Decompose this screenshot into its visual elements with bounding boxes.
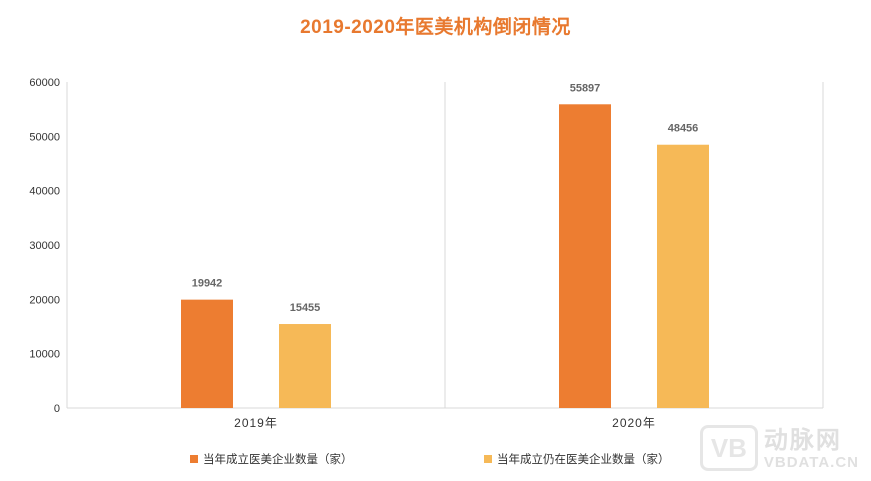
bars xyxy=(181,104,709,408)
x-tick-label: 2019年 xyxy=(234,416,278,430)
legend-swatch-2 xyxy=(484,455,492,463)
y-tick-label: 50000 xyxy=(29,131,60,143)
watermark-name-en: VBDATA.CN xyxy=(763,454,859,471)
labels: 2019年 19942 15455 2020年 55897 48456 xyxy=(192,82,699,430)
data-label: 48456 xyxy=(668,123,699,135)
watermark-logo: VB xyxy=(699,425,758,471)
bar xyxy=(559,104,611,408)
legend-label-1: 当年成立医美企业数量（家） xyxy=(203,454,353,466)
watermark-text: 动脉网 VBDATA.CN xyxy=(763,427,859,472)
x-tick-label: 2020年 xyxy=(612,416,656,430)
bar xyxy=(181,299,233,408)
watermark-name-cn: 动脉网 xyxy=(763,427,842,454)
y-tick-label: 30000 xyxy=(29,240,60,252)
axes: 0 10000 20000 30000 40000 50000 60000 xyxy=(29,77,824,415)
legend-item-1: 当年成立医美企业数量（家） xyxy=(190,451,353,467)
bar xyxy=(657,144,709,408)
watermark: VB 动脉网 VBDATA.CN xyxy=(699,425,859,472)
y-tick-label: 10000 xyxy=(29,349,60,361)
chart-title: 2019-2020年医美机构倒闭情况 xyxy=(300,17,571,38)
y-tick-label: 40000 xyxy=(29,186,60,198)
legend-swatch-1 xyxy=(190,455,198,463)
legend-label-2: 当年成立仍在医美企业数量（家） xyxy=(497,454,670,466)
legend-item-2: 当年成立仍在医美企业数量（家） xyxy=(484,451,670,467)
data-label: 55897 xyxy=(570,82,601,94)
data-label: 15455 xyxy=(290,302,321,314)
y-tick-label: 20000 xyxy=(29,294,60,306)
bar xyxy=(279,324,331,408)
y-tick-label: 0 xyxy=(54,403,60,415)
data-label: 19942 xyxy=(192,278,223,290)
y-tick-label: 60000 xyxy=(29,77,60,89)
